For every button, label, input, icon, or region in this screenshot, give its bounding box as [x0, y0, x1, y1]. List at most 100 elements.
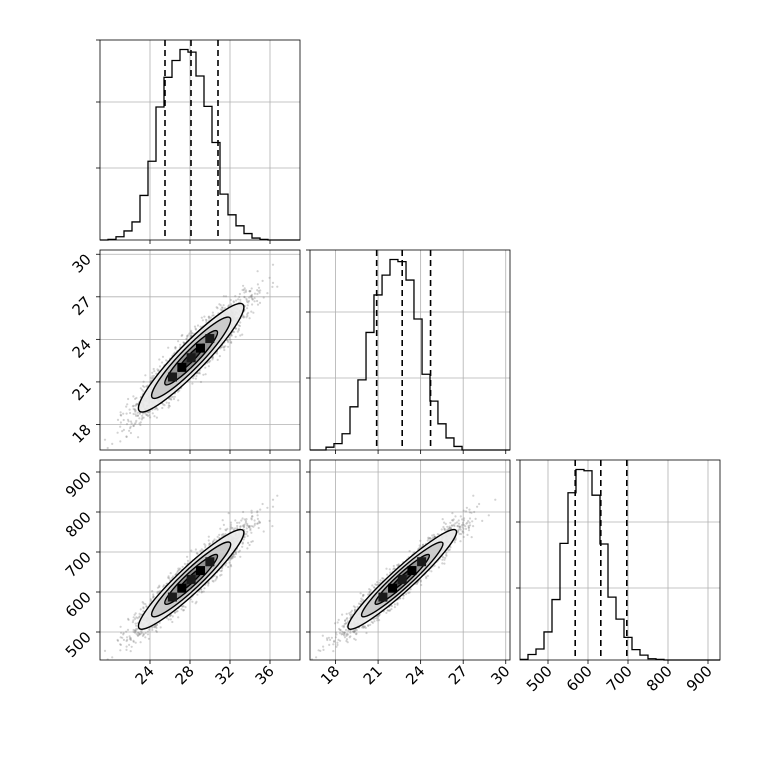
scatter-point: [132, 640, 135, 643]
scatter-point: [129, 638, 133, 642]
scatter-point: [223, 348, 226, 352]
scatter-point: [222, 346, 226, 349]
scatter-point: [174, 346, 177, 349]
scatter-point: [111, 442, 114, 445]
scatter-point: [186, 555, 189, 558]
scatter-point: [241, 517, 244, 520]
scatter-point: [194, 328, 197, 331]
scatter-point: [207, 535, 210, 538]
scatter-point: [120, 414, 123, 417]
density-core-cell: [177, 362, 187, 372]
scatter-point: [250, 293, 253, 296]
scatter-point: [257, 286, 261, 289]
scatter-point: [220, 569, 223, 572]
scatter-point: [246, 304, 249, 307]
histogram-step-line: [100, 48, 300, 241]
scatter-point: [103, 438, 107, 441]
scatter-point: [219, 527, 222, 530]
scatter-point: [134, 629, 137, 632]
scatter-point: [174, 347, 177, 350]
scatter-point: [243, 287, 246, 290]
scatter-point: [156, 368, 159, 371]
scatter-point: [230, 557, 233, 560]
scatter-point: [126, 418, 130, 421]
x-tick-label: 800: [643, 662, 676, 695]
scatter-point: [248, 526, 251, 529]
scatter-point: [127, 618, 130, 622]
scatter-point: [142, 390, 145, 393]
scatter-point: [126, 403, 129, 406]
scatter-point: [119, 411, 122, 414]
scatter-point: [167, 401, 171, 405]
scatter-point: [103, 649, 107, 653]
scatter-point: [256, 292, 259, 296]
scatter-point: [136, 411, 139, 414]
scatter-point: [209, 359, 212, 362]
scatter-point: [119, 440, 122, 443]
scatter-point: [142, 380, 145, 383]
scatter-point: [119, 413, 122, 417]
scatter-point: [268, 519, 271, 523]
scatter-point: [171, 395, 174, 399]
scatter-point: [178, 389, 181, 392]
scatter-point: [155, 406, 158, 410]
scatter-point: [153, 408, 157, 411]
scatter-point: [116, 418, 120, 421]
scatter-point: [234, 551, 237, 554]
scatter-point: [234, 327, 237, 330]
scatter-point: [172, 397, 176, 401]
scatter-point: [137, 436, 140, 439]
scatter-point: [134, 612, 137, 615]
scatter-point: [249, 289, 252, 293]
scatter-point: [134, 408, 137, 411]
scatter-point: [161, 355, 165, 358]
scatter-point: [204, 366, 207, 369]
scatter-point: [216, 352, 219, 355]
scatter-point: [212, 314, 215, 317]
scatter-point: [134, 622, 137, 625]
scatter-point: [224, 528, 227, 531]
axes-frame: [99, 39, 301, 241]
scatter-point: [247, 301, 250, 304]
scatter-point: [148, 410, 152, 413]
scatter-point: [144, 631, 147, 635]
scatter-point: [152, 595, 155, 598]
histogram-step-line: [310, 258, 510, 451]
scatter-point: [119, 421, 122, 424]
scatter-point: [141, 634, 144, 638]
scatter-point: [236, 527, 239, 530]
scatter-point: [194, 377, 197, 380]
scatter-point: [155, 623, 159, 627]
scatter-point: [168, 397, 171, 400]
scatter-point: [229, 334, 232, 337]
scatter-point: [244, 521, 247, 524]
scatter-point: [257, 290, 260, 293]
scatter-point: [190, 332, 193, 335]
scatter-point: [167, 404, 170, 407]
scatter-point: [242, 284, 245, 287]
scatter-point: [203, 315, 206, 318]
scatter-point: [271, 281, 275, 284]
scatter-point: [245, 316, 248, 319]
scatter-point: [173, 395, 176, 398]
scatter-point: [188, 332, 191, 335]
scatter-point: [196, 324, 200, 327]
scatter-point: [230, 334, 233, 337]
scatter-point: [116, 431, 119, 434]
scatter-point: [256, 289, 259, 292]
scatter-point: [236, 330, 239, 333]
scatter-point: [215, 576, 218, 579]
scatter-point: [133, 422, 136, 426]
scatter-point: [239, 334, 242, 337]
scatter-point: [190, 549, 193, 552]
scatter-point: [132, 404, 135, 407]
scatter-point: [234, 327, 237, 330]
scatter-point: [229, 521, 233, 524]
scatter-point: [116, 638, 119, 642]
scatter-point: [174, 346, 177, 349]
scatter-point: [230, 557, 233, 560]
scatter-point: [152, 367, 155, 371]
scatter-point: [176, 569, 179, 573]
scatter-point: [215, 306, 218, 309]
